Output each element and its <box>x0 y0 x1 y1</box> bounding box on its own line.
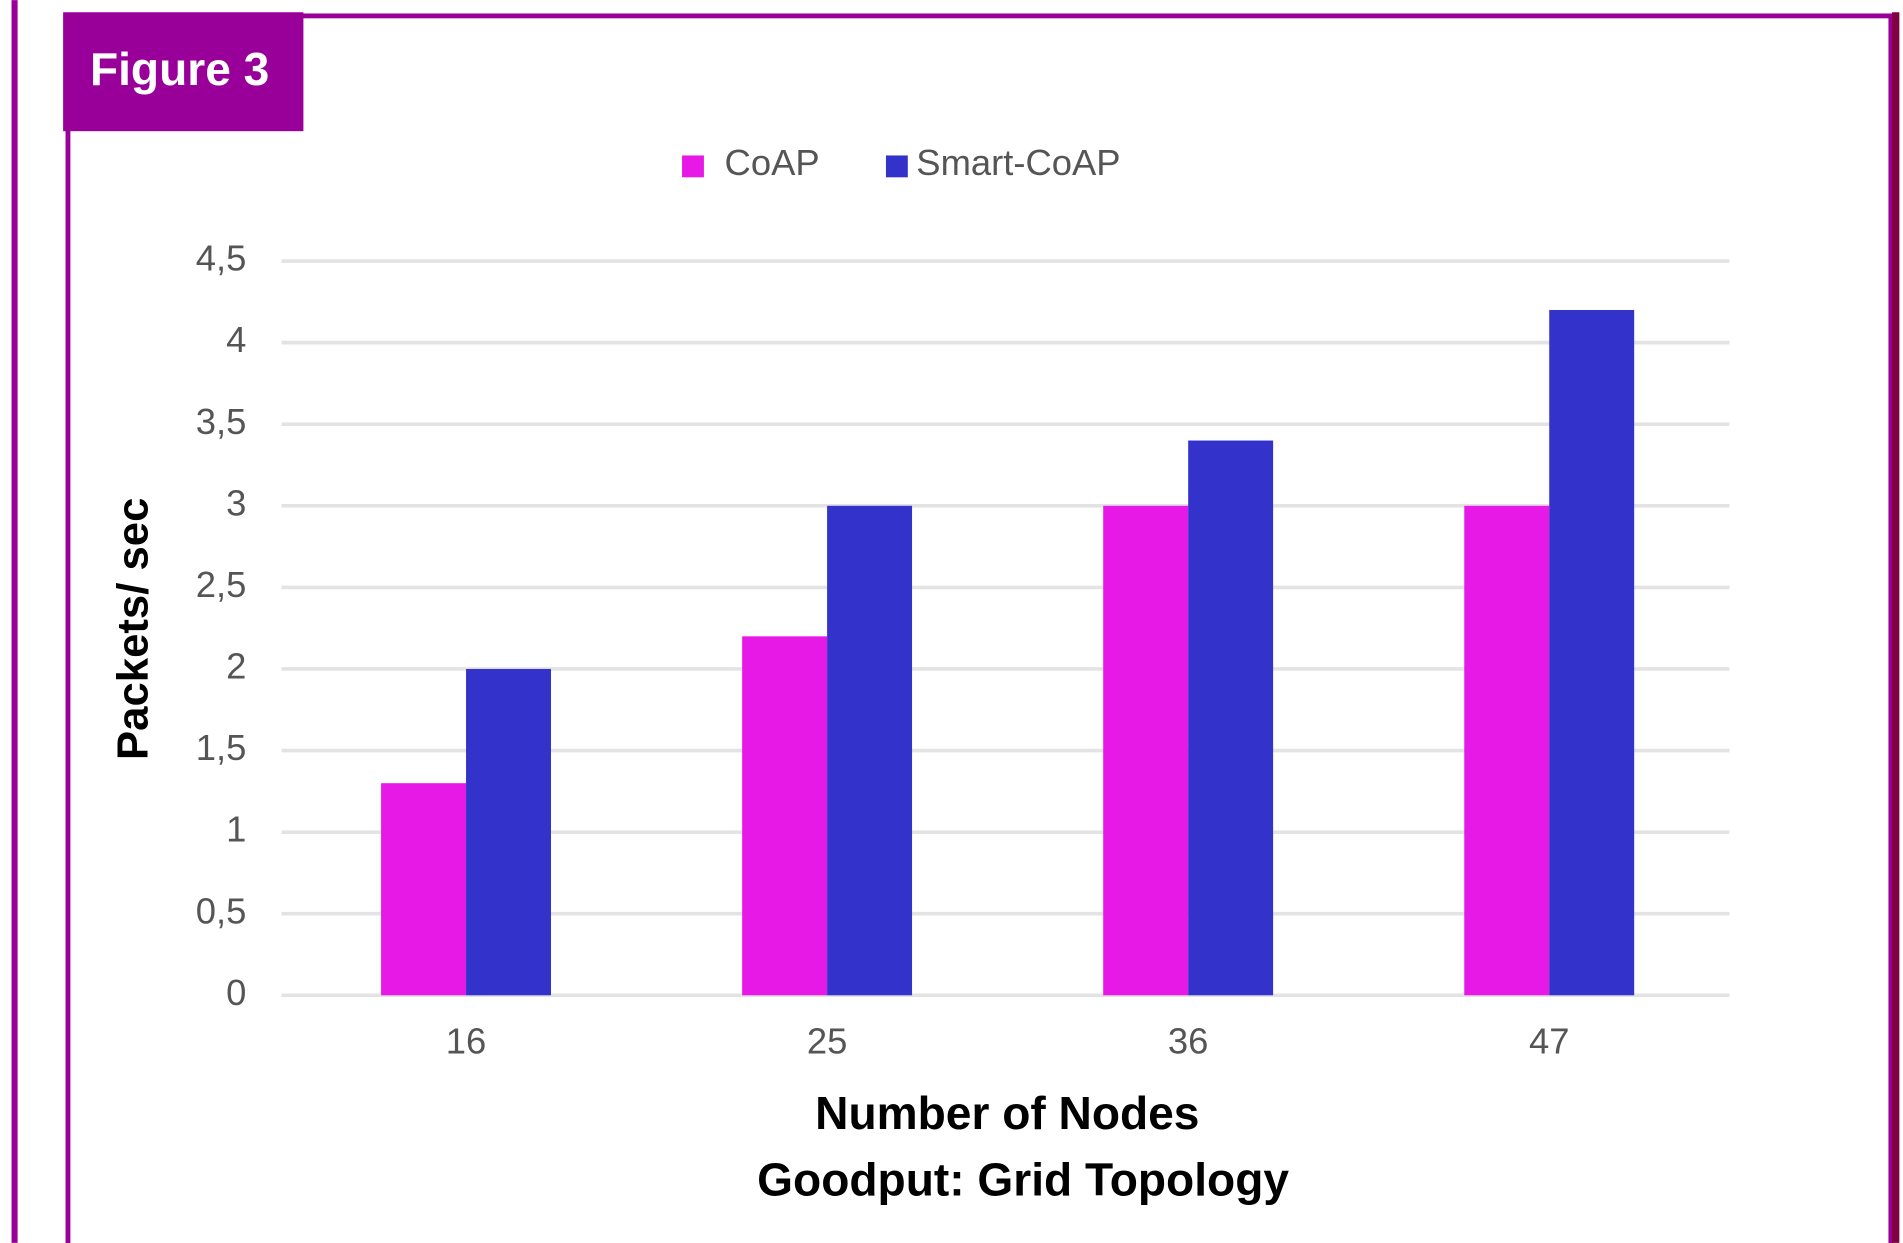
bar <box>742 636 828 996</box>
y-tick-label: 4,5 <box>196 238 247 279</box>
legend-swatch <box>885 155 908 178</box>
x-tick-label: 16 <box>446 1020 486 1061</box>
y-tick-label: 3 <box>226 482 246 523</box>
bar <box>1188 440 1274 996</box>
legend-label: Smart-CoAP <box>916 142 1120 183</box>
bar <box>1103 505 1189 996</box>
legend-label: CoAP <box>725 142 820 183</box>
x-tick-label: 25 <box>807 1020 847 1061</box>
y-axis-label: Packets/ sec <box>108 498 157 760</box>
figure-badge <box>63 12 304 132</box>
y-tick-label: 1,5 <box>196 727 247 768</box>
y-tick-label: 4 <box>226 319 246 360</box>
chart-title: Goodput: Grid Topology <box>757 1154 1289 1206</box>
x-axis-label: Number of Nodes <box>815 1087 1199 1139</box>
x-tick-label: 47 <box>1529 1020 1569 1061</box>
bar <box>1549 309 1635 996</box>
x-tick-label: 36 <box>1168 1020 1208 1061</box>
bar <box>827 505 913 996</box>
y-tick-label: 2 <box>226 646 246 687</box>
y-tick-label: 0 <box>226 972 246 1013</box>
legend-swatch <box>682 155 704 178</box>
figure-label: Figure 3 <box>90 43 269 95</box>
y-tick-label: 0,5 <box>196 890 247 931</box>
bar <box>381 783 467 996</box>
y-tick-label: 2,5 <box>196 564 247 605</box>
y-tick-label: 3,5 <box>196 401 247 442</box>
y-tick-label: 1 <box>226 809 246 850</box>
frame <box>65 13 1894 1243</box>
bar <box>466 668 551 996</box>
bar <box>1464 505 1550 996</box>
